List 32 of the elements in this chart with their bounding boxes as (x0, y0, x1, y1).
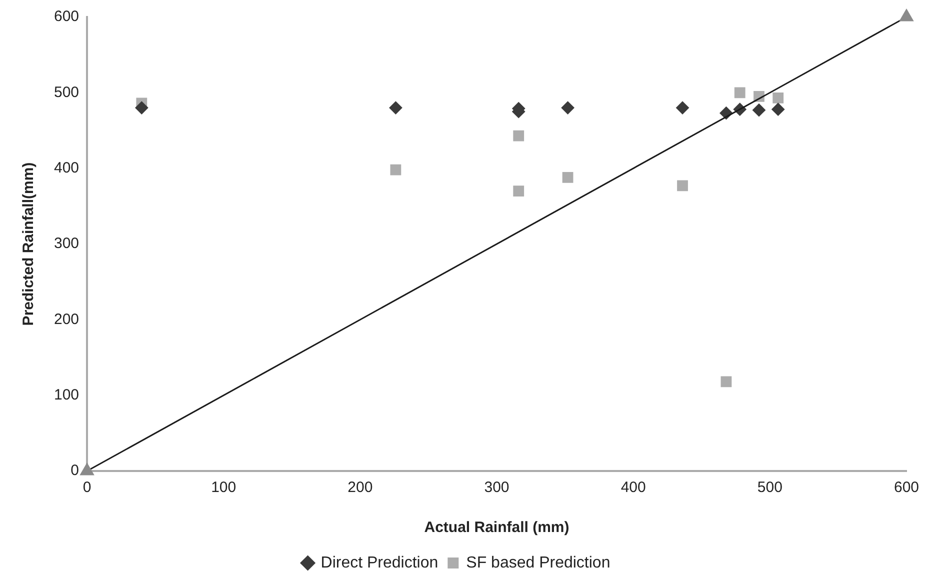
x-tick-label: 0 (82, 479, 92, 496)
x-tick-label: 400 (620, 479, 646, 496)
point (676, 101, 689, 114)
point (720, 376, 732, 388)
x-tick-label: 600 (894, 479, 919, 496)
x-tick-label: 300 (484, 479, 510, 496)
x-tick-label: 500 (757, 479, 782, 496)
point (135, 101, 148, 114)
legend-label: SF based Prediction (466, 554, 610, 572)
point (562, 172, 574, 183)
point (772, 92, 784, 104)
y-tick-label: 600 (54, 8, 80, 26)
x-tick-label: 200 (348, 479, 373, 496)
y-tick-label: 0 (70, 462, 80, 480)
point (389, 101, 402, 114)
point (734, 87, 746, 98)
y-axis-title: Predicted Rainfall(mm) (20, 162, 38, 326)
point (772, 102, 785, 116)
legend-label: Direct Prediction (320, 554, 438, 572)
x-tick-label: 100 (211, 479, 236, 496)
y-tick-label: 500 (54, 84, 80, 101)
x-axis-title: Actual Rainfall (mm) (424, 519, 570, 536)
point (390, 164, 402, 176)
point (752, 104, 766, 117)
y-tick-label: 400 (54, 159, 80, 176)
y-tick-label: 100 (54, 386, 80, 404)
point (513, 130, 524, 142)
point (513, 186, 524, 196)
point (677, 180, 688, 192)
y-tick-label: 200 (54, 310, 80, 328)
y-tick-label: 300 (54, 235, 80, 252)
point (561, 101, 574, 114)
